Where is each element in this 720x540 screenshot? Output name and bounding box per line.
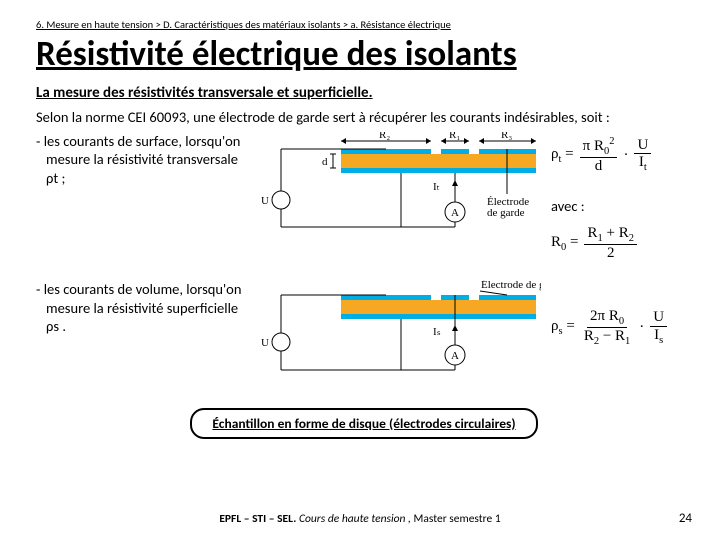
diagram-superficielle: Électrode de garde U A Iₛ: [251, 280, 541, 380]
label-r1: R₁: [449, 132, 460, 141]
formula-col-1: ρt = π R02d · UIt avec : R0 = R1 + R22: [541, 132, 651, 266]
label-r3: R₃: [501, 132, 512, 141]
label-d: d: [322, 156, 328, 168]
label-U2: U: [261, 337, 269, 349]
row-transversale: - les courants de surface, lorsqu'on mes…: [36, 132, 692, 266]
footer-rest: Master semestre 1: [414, 512, 501, 526]
label-r2: R₂: [379, 132, 390, 141]
bullet-superficielle: - les courants de volume, lorsqu'on mesu…: [36, 280, 251, 337]
row-superficielle: - les courants de volume, lorsqu'on mesu…: [36, 280, 692, 380]
diagram-transversale: d R₂ R₁ R₃ U A Iₜ Électrode de garde: [251, 132, 541, 237]
label-garde-1b: de garde: [487, 207, 525, 219]
footer: EPFL – STI – SEL. Cours de haute tension…: [0, 512, 720, 526]
formula-R0: R0 = R1 + R22: [551, 225, 637, 262]
label-A2: A: [451, 350, 459, 362]
breadcrumb: 6. Mesure en haute tension > D. Caractér…: [36, 18, 692, 31]
avec-label: avec :: [551, 197, 585, 215]
subtitle: La mesure des résistivités transversale …: [36, 84, 692, 102]
intro-text: Selon la norme CEI 60093, une électrode …: [36, 108, 692, 126]
page-number: 24: [679, 511, 692, 526]
footer-italic: Cours de haute tension ,: [299, 512, 411, 526]
footer-bold: EPFL – STI – SEL.: [219, 512, 296, 526]
label-Is: Iₛ: [433, 326, 441, 338]
label-A: A: [451, 207, 459, 219]
page-title: Résistivité électrique des isolants: [36, 35, 692, 74]
formula-col-2: ρs = 2π R0R2 − R1 · UIs: [541, 280, 667, 352]
caption-box: Échantillon en forme de disque (électrod…: [190, 408, 537, 439]
label-U: U: [261, 195, 269, 207]
formula-rho-s: ρs = 2π R0R2 − R1 · UIs: [551, 308, 667, 348]
formula-rho-t: ρt = π R02d · UIt: [551, 136, 651, 175]
bullet-transversale: - les courants de surface, lorsqu'on mes…: [36, 132, 251, 189]
label-It: Iₜ: [433, 181, 440, 193]
label-garde-2: Électrode de garde: [481, 280, 541, 291]
